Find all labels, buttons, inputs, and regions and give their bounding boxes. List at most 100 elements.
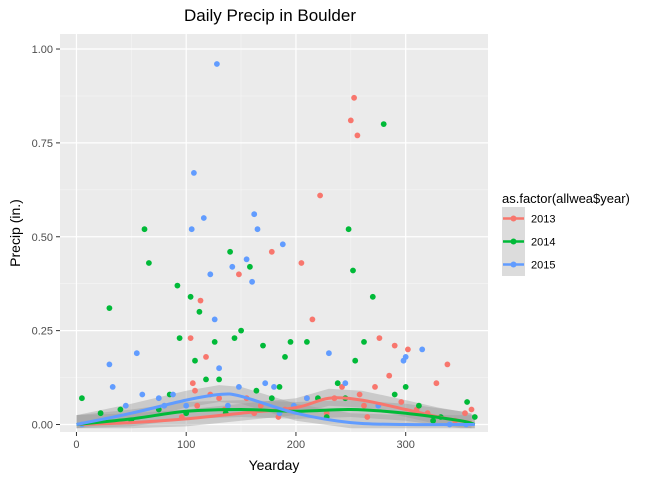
- point-2014: [361, 339, 367, 345]
- point-2014: [216, 376, 223, 383]
- trend-line-2013: [76, 396, 472, 426]
- point-2015: [155, 395, 162, 402]
- point-2014: [430, 417, 436, 424]
- x-axis-title: Yearday: [249, 457, 300, 473]
- legend-label-2013: 2013: [531, 214, 555, 226]
- y-tick-label: 0.50: [32, 232, 53, 244]
- legend-title: as.factor(allwea$year): [502, 191, 630, 206]
- point-2014: [227, 248, 234, 255]
- point-2014: [402, 384, 409, 390]
- point-2015: [225, 402, 231, 409]
- point-2013: [356, 391, 363, 398]
- point-2014: [268, 395, 275, 402]
- x-tick-label: 200: [287, 439, 305, 451]
- point-2014: [260, 342, 266, 349]
- point-2015: [243, 256, 250, 263]
- point-2013: [386, 372, 393, 379]
- point-2014: [352, 357, 359, 364]
- point-2013: [317, 192, 323, 199]
- point-2015: [200, 215, 207, 221]
- y-axis-title: Precip (in.): [7, 199, 23, 267]
- point-2013: [192, 387, 198, 394]
- point-2015: [279, 241, 286, 248]
- axes: 0 100 200 300 0.00 0.25 0.50 0.75 1.00: [32, 44, 415, 451]
- legend-label-2015: 2015: [531, 260, 555, 272]
- point-2015: [216, 365, 223, 372]
- point-2013: [216, 395, 223, 402]
- point-2013: [361, 402, 367, 409]
- point-2015: [271, 384, 277, 390]
- point-2015: [109, 384, 116, 390]
- point-2014: [380, 121, 387, 127]
- point-2015: [139, 391, 146, 398]
- point-2014: [253, 387, 260, 394]
- point-2014: [146, 260, 152, 266]
- trend-line-2014: [76, 407, 476, 426]
- point-2014: [369, 293, 376, 300]
- point-2015: [236, 384, 242, 390]
- point-2015: [191, 170, 197, 176]
- point-2013: [351, 94, 357, 101]
- point-2013: [391, 342, 398, 349]
- y-tick-label: 0.75: [32, 138, 53, 150]
- point-2014: [471, 414, 478, 420]
- point-2015: [326, 350, 332, 357]
- point-2015: [133, 350, 140, 357]
- point-2013: [189, 380, 196, 387]
- grid-lines: [60, 34, 488, 432]
- point-2013: [236, 271, 242, 278]
- point-2013: [203, 354, 209, 360]
- point-2015: [207, 271, 214, 278]
- point-2014: [192, 357, 198, 364]
- point-2014: [211, 339, 218, 345]
- legend-key-point: [510, 238, 517, 245]
- x-tick-label: 100: [177, 439, 195, 451]
- point-2014: [345, 226, 352, 233]
- point-2013: [339, 384, 345, 390]
- point-2015: [106, 361, 113, 368]
- point-2014: [350, 267, 356, 274]
- point-2014: [416, 402, 422, 409]
- point-2014: [287, 339, 294, 345]
- point-2014: [203, 376, 209, 383]
- point-2013: [298, 260, 305, 266]
- point-2014: [117, 406, 124, 413]
- point-2014: [282, 354, 288, 360]
- point-2014: [276, 384, 283, 390]
- point-2015: [183, 402, 190, 409]
- point-2014: [231, 335, 238, 341]
- point-2013: [405, 346, 411, 353]
- point-2015: [304, 395, 310, 402]
- point-2013: [462, 410, 468, 417]
- point-2014: [464, 399, 470, 405]
- point-2015: [188, 226, 195, 233]
- point-2015: [254, 226, 261, 233]
- point-2013: [372, 384, 378, 390]
- point-2014: [97, 410, 104, 417]
- point-2015: [249, 278, 256, 285]
- y-tick-label: 0.00: [32, 419, 53, 431]
- y-tick-label: 0.25: [32, 326, 53, 338]
- x-tick-label: 0: [73, 439, 79, 451]
- point-2013: [347, 117, 354, 124]
- point-2013: [268, 248, 275, 255]
- point-2013: [398, 399, 405, 405]
- point-2014: [304, 339, 310, 345]
- point-2013: [364, 414, 371, 420]
- trend-line-2015: [76, 392, 475, 427]
- point-2013: [354, 132, 361, 139]
- point-2015: [122, 402, 129, 409]
- point-2014: [79, 395, 85, 402]
- point-2013: [187, 335, 194, 341]
- x-tick-label: 300: [397, 439, 415, 451]
- point-2015: [251, 211, 258, 218]
- point-2013: [309, 316, 316, 323]
- point-2014: [187, 293, 194, 300]
- point-2013: [444, 361, 451, 368]
- point-2014: [238, 327, 245, 334]
- y-tick-label: 1.00: [32, 44, 53, 56]
- legend-key-point: [510, 261, 517, 268]
- point-2014: [334, 380, 341, 387]
- point-2015: [214, 61, 220, 67]
